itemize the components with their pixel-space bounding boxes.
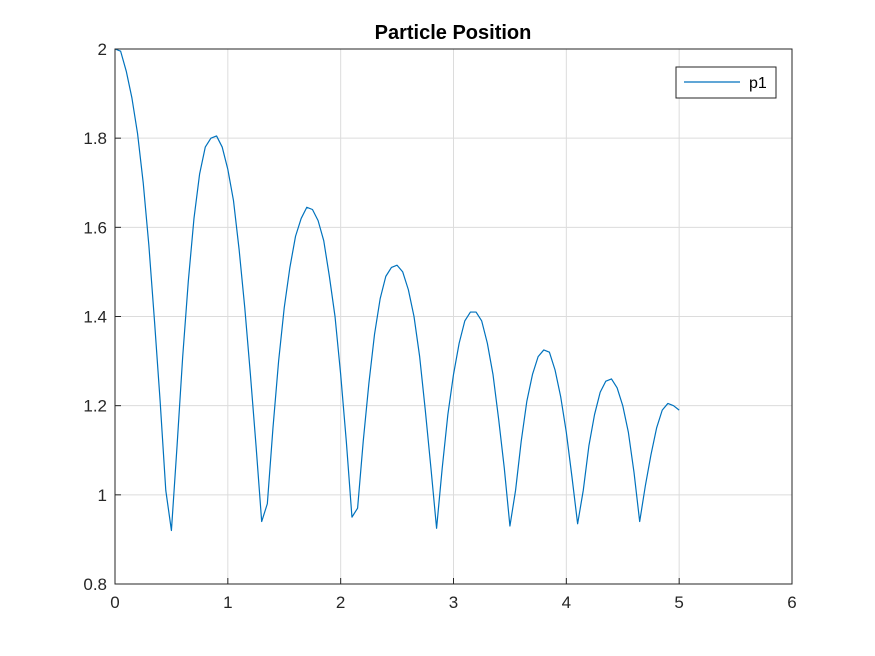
x-tick-label: 5 (674, 593, 683, 612)
y-tick-label: 1.4 (83, 308, 107, 327)
y-tick-label: 1.6 (83, 218, 107, 237)
x-tick-label: 0 (110, 593, 119, 612)
grid (114, 48, 793, 585)
axis-ticks: 0 1 2 3 4 5 6 0.8 1 1.2 1.4 1.6 1.8 2 (83, 40, 796, 612)
x-tick-label: 1 (223, 593, 232, 612)
x-tick-label: 3 (449, 593, 458, 612)
y-tick-label: 1.2 (83, 397, 107, 416)
y-tick-label: 2 (98, 40, 107, 59)
y-tick-label: 0.8 (83, 575, 107, 594)
y-tick-label: 1.8 (83, 129, 107, 148)
x-tick-label: 6 (787, 593, 796, 612)
x-tick-label: 4 (562, 593, 571, 612)
series-layer (114, 48, 680, 532)
legend-label-p1: p1 (749, 75, 767, 92)
y-tick-label: 1 (98, 486, 107, 505)
series-line-p1 (114, 48, 680, 532)
x-tick-label: 2 (336, 593, 345, 612)
chart-title: Particle Position (375, 22, 532, 44)
legend: p1 (675, 66, 777, 99)
